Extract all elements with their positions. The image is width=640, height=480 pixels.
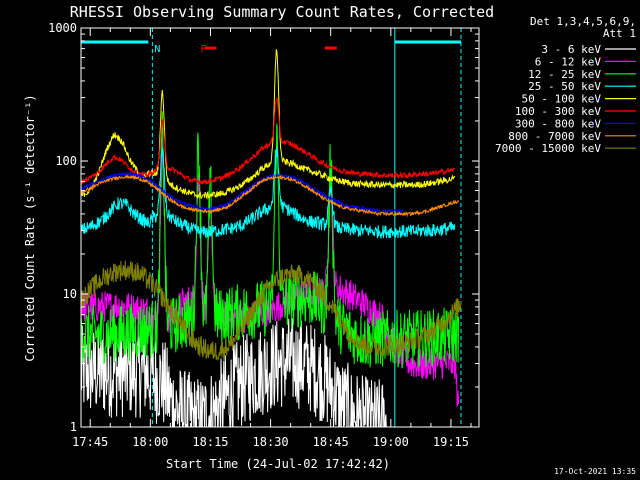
legend-entry-label: 6 - 12 keV	[535, 55, 602, 68]
legend-entry-label: 25 - 50 keV	[528, 80, 601, 93]
y-axis-ticks: 1 10 100 1000	[48, 21, 479, 434]
series-line	[81, 147, 456, 240]
x-tick-label: 18:30	[253, 435, 289, 449]
y-tick-label: 10	[63, 287, 77, 301]
x-tick-label: 18:15	[192, 435, 228, 449]
annotation-label: F	[200, 44, 206, 55]
series-line	[81, 174, 460, 218]
y-tick-label: 1000	[48, 21, 77, 35]
legend-entry-label: 100 - 300 keV	[515, 105, 601, 118]
legend-entry-label: 50 - 100 keV	[522, 93, 602, 106]
series-line	[81, 318, 387, 427]
annotation-label: N	[154, 44, 160, 55]
x-axis-ticks: 17:45 18:00 18:15 18:30 18:45 19:00 19:15	[72, 28, 472, 449]
x-tick-label: 19:00	[373, 435, 409, 449]
x-axis-label: Start Time (24-Jul-02 17:42:42)	[166, 457, 390, 471]
plot-frame	[80, 27, 480, 428]
x-tick-label: 18:00	[132, 435, 168, 449]
legend-entry-label: 800 - 7000 keV	[508, 130, 601, 143]
x-tick-label: 19:15	[433, 435, 469, 449]
annotation-layer: FN	[154, 44, 206, 55]
series-layer	[81, 49, 462, 427]
series-line	[81, 260, 462, 361]
x-tick-label: 18:45	[313, 435, 349, 449]
x-tick-label: 17:45	[72, 435, 108, 449]
legend-entry-label: 300 - 800 keV	[515, 117, 601, 130]
series-line	[81, 170, 403, 215]
legend-entry-label: 12 - 25 keV	[528, 68, 601, 81]
y-axis-label: Corrected Count Rate (s⁻¹ detector⁻¹)	[23, 94, 37, 361]
detector-info-line-2: Att 1	[603, 27, 636, 40]
footer-date: 17-Oct-2021 13:35	[554, 467, 636, 476]
legend-entry-label: 3 - 6 keV	[541, 43, 601, 56]
series-line	[81, 111, 460, 369]
detector-info-line-1: Det 1,3,4,5,6,9,	[530, 15, 636, 28]
chart-title: RHESSI Observing Summary Count Rates, Co…	[70, 3, 494, 21]
y-tick-label: 1	[70, 420, 77, 434]
y-tick-label: 100	[55, 154, 77, 168]
series-line	[81, 137, 460, 408]
legend-entry-label: 7000 - 15000 keV	[495, 142, 601, 155]
